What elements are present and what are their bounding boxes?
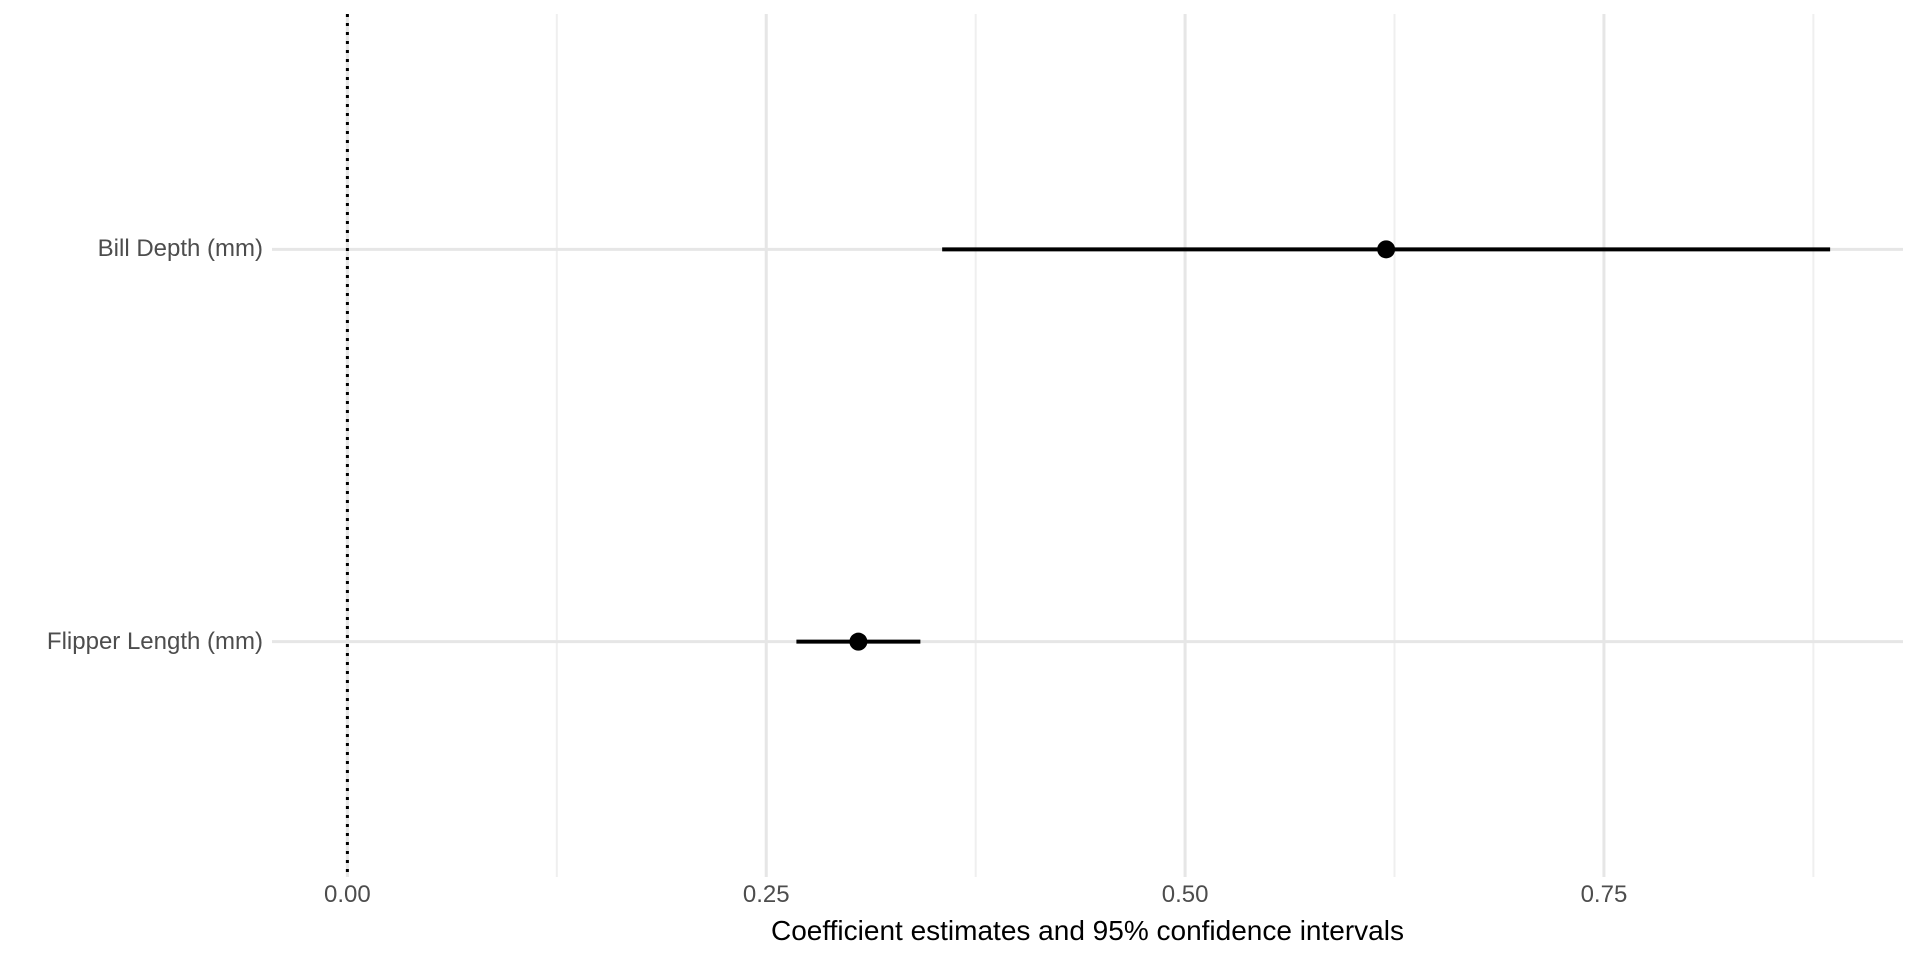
x-tick-label-0: 0.00: [324, 881, 371, 908]
x-tick-label-1: 0.25: [742, 881, 790, 908]
category-label-flipper-length: Flipper Length (mm): [46, 627, 263, 655]
category-label-bill-depth: Bill Depth (mm): [97, 235, 263, 263]
x-tick-label-3: 0.75: [1580, 881, 1628, 908]
x-tick-label-2: 0.50: [1161, 881, 1209, 908]
x-axis-title: Coefficient estimates and 95% confidence…: [771, 915, 1404, 946]
point-estimate-1: [849, 632, 868, 651]
point-estimate-0: [1377, 240, 1396, 259]
